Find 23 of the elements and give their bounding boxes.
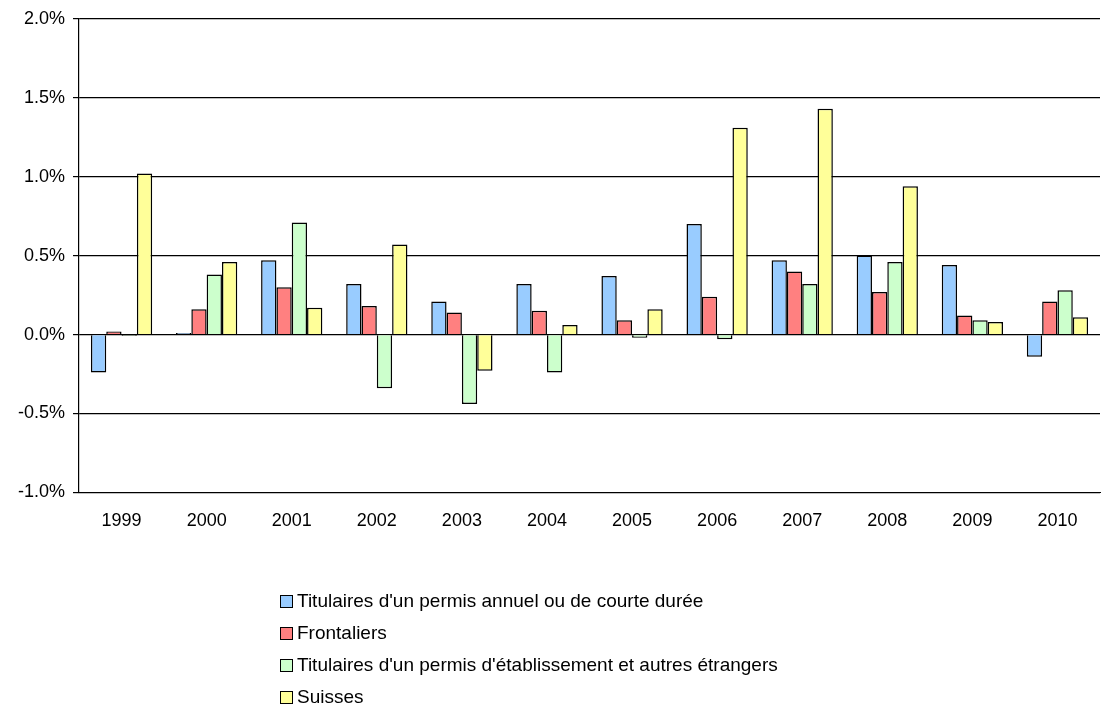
y-tick-label: -0.5% xyxy=(17,402,66,423)
x-tick-label: 2004 xyxy=(526,510,567,531)
legend-label: Suisses xyxy=(297,686,364,704)
x-tick-label: 2005 xyxy=(612,510,653,531)
x-tick-label: 2008 xyxy=(867,510,908,531)
legend-label: Frontaliers xyxy=(297,622,387,644)
x-tick-label: 2006 xyxy=(697,510,738,531)
x-tick-label: 2001 xyxy=(271,510,312,531)
legend-label: Titulaires d'un permis annuel ou de courte durée xyxy=(297,590,704,612)
x-tick-label: 2003 xyxy=(441,510,482,531)
x-tick-label: 2000 xyxy=(186,510,227,531)
x-tick-label: 2009 xyxy=(952,510,993,531)
y-tick-label: -1.0% xyxy=(17,481,66,502)
x-tick-label: 2002 xyxy=(356,510,397,531)
y-tick-label: 2.0% xyxy=(23,7,66,28)
x-tick-label: 2007 xyxy=(782,510,823,531)
legend-label: Titulaires d'un permis d'établissement et autres étrangers xyxy=(297,654,778,676)
y-tick-label: 1.5% xyxy=(23,86,66,107)
x-tick-label: 1999 xyxy=(101,510,142,531)
y-tick-label: 0.0% xyxy=(23,323,66,344)
y-tick-label: 0.5% xyxy=(23,244,66,265)
x-tick-label: 2010 xyxy=(1037,510,1078,531)
y-tick-label: 1.0% xyxy=(23,165,66,186)
